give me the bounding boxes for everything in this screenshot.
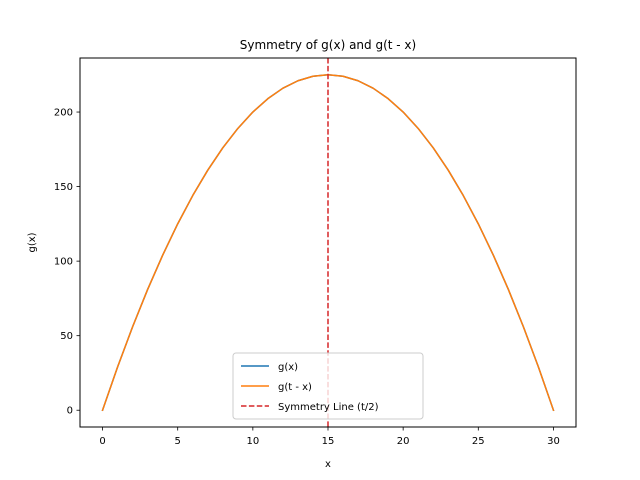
y-tick-label: 0 <box>67 406 73 417</box>
y-axis-label: g(x) <box>27 232 38 252</box>
x-tick-label: 20 <box>397 436 410 447</box>
legend-label-gx: g(x) <box>278 362 298 373</box>
legend-box <box>232 352 424 420</box>
axis-ticks: 0 5 10 15 20 25 30 0 50 100 150 200 <box>54 108 560 447</box>
y-tick-label: 50 <box>60 331 73 342</box>
y-tick-label: 100 <box>54 257 73 268</box>
x-tick-label: 0 <box>99 436 105 447</box>
x-tick-label: 5 <box>175 436 181 447</box>
x-tick-label: 15 <box>322 436 335 447</box>
chart-title: Symmetry of g(x) and g(t - x) <box>240 38 416 52</box>
x-tick-label: 25 <box>472 436 485 447</box>
plot-area <box>101 58 555 427</box>
x-axis-label: x <box>325 459 331 470</box>
legend-label-gtx: g(t - x) <box>278 382 312 393</box>
x-tick-label: 10 <box>246 436 259 447</box>
legend-label-symmetry: Symmetry Line (t/2) <box>278 402 379 413</box>
legend: g(x) g(t - x) Symmetry Line (t/2) <box>232 352 424 420</box>
y-tick-label: 150 <box>54 182 73 193</box>
y-tick-label: 200 <box>54 108 73 119</box>
x-tick-label: 30 <box>547 436 560 447</box>
